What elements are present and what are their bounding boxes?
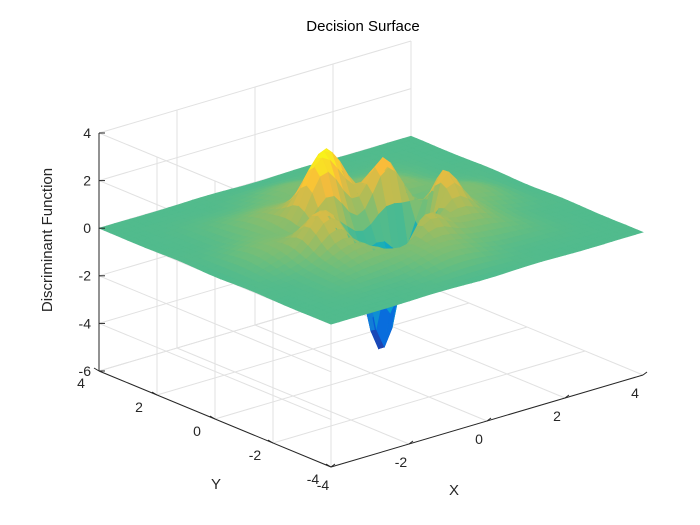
z-tick-label: -2: [79, 268, 92, 284]
surface-plot: [98, 135, 644, 350]
y-axis-label: Y: [211, 476, 221, 493]
floor-grid-line-y: [272, 350, 586, 444]
floor-grid-line-y: [214, 326, 528, 420]
chart-title: Decision Surface: [306, 18, 419, 35]
z-tick-label: -4: [79, 315, 92, 331]
surface-patch: [628, 229, 644, 235]
y-tick-mark: [325, 463, 332, 468]
y-tick-label: -2: [249, 447, 262, 463]
x-tick-mark: [642, 371, 648, 376]
z-tick-label: 4: [83, 125, 91, 141]
z-tick-label: -6: [79, 363, 92, 379]
y-tick-label: 2: [135, 399, 143, 415]
axes: [93, 132, 648, 468]
left-wall-grid-line-z: [98, 322, 332, 420]
floor-grid-line-y: [156, 302, 470, 396]
z-tick-label: 0: [83, 220, 91, 236]
y-tick-label: -4: [307, 471, 320, 487]
y-tick-label: 4: [77, 375, 85, 391]
back-wall-grid-line-z: [98, 88, 412, 182]
x-tick-label: 2: [553, 408, 561, 424]
x-tick-mark: [564, 394, 570, 399]
x-axis-label: X: [449, 482, 459, 499]
back-wall-grid-line-z: [98, 40, 412, 134]
y-tick-mark: [151, 391, 158, 396]
x-tick-label: -2: [395, 454, 408, 470]
x-tick-label: 4: [631, 385, 639, 401]
x-tick-mark: [486, 417, 492, 422]
left-wall-grid-line-z: [98, 275, 332, 373]
y-tick-mark: [267, 439, 274, 444]
z-tick-label: 2: [83, 173, 91, 189]
y-tick-mark: [93, 367, 100, 372]
x-tick-mark: [330, 463, 336, 468]
x-tick-mark: [408, 440, 414, 445]
x-tick-label: 0: [475, 431, 483, 447]
x-tick-label: -4: [317, 477, 330, 493]
y-tick-label: 0: [193, 423, 201, 439]
y-tick-mark: [209, 415, 216, 420]
z-axis-label: Discriminant Function: [39, 168, 56, 312]
